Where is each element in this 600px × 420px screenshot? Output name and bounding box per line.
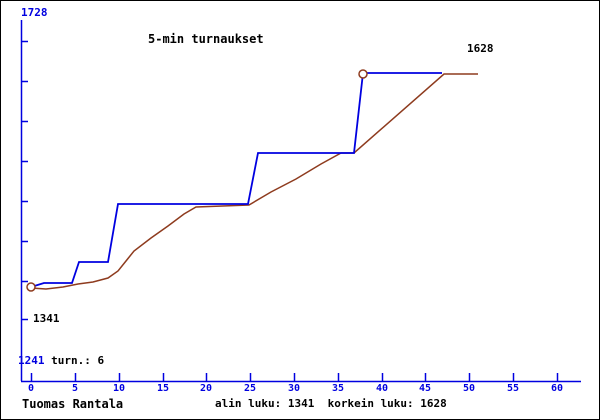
start-marker [26, 282, 36, 292]
rating-steps-line [30, 72, 442, 288]
x-axis-tick-label: 30 [287, 383, 301, 394]
x-axis-tick-label: 50 [462, 383, 476, 394]
x-axis-tick-label: 5 [71, 383, 79, 394]
x-axis-tick-label: 10 [112, 383, 126, 394]
y-axis-min-row: 1241 turn.: 6 [18, 355, 104, 366]
peak-rating-label: 1628 [467, 42, 494, 55]
x-axis-tick-label: 55 [506, 383, 520, 394]
min-max-summary: alin luku: 1341 korkein luku: 1628 [215, 397, 447, 410]
x-axis-tick-label: 35 [331, 383, 345, 394]
x-axis-tick-label: 60 [550, 383, 564, 394]
rating-trend-line [30, 73, 478, 290]
y-axis-max-label: 1728 [21, 6, 48, 19]
x-axis-tick-label: 0 [27, 383, 35, 394]
x-axis-tick-label: 20 [199, 383, 213, 394]
tournament-count-label: turn.: 6 [51, 354, 105, 367]
x-axis-tick-label: 25 [243, 383, 257, 394]
y-axis-min-label: 1241 [18, 354, 45, 367]
chart-title: 5-min turnaukset [148, 32, 264, 46]
start-rating-label: 1341 [33, 312, 60, 325]
latest-marker [358, 69, 368, 79]
x-axis-tick-label: 40 [375, 383, 389, 394]
x-axis-tick-label: 45 [418, 383, 432, 394]
x-axis-tick-label: 15 [156, 383, 170, 394]
player-name: Tuomas Rantala [22, 397, 124, 411]
